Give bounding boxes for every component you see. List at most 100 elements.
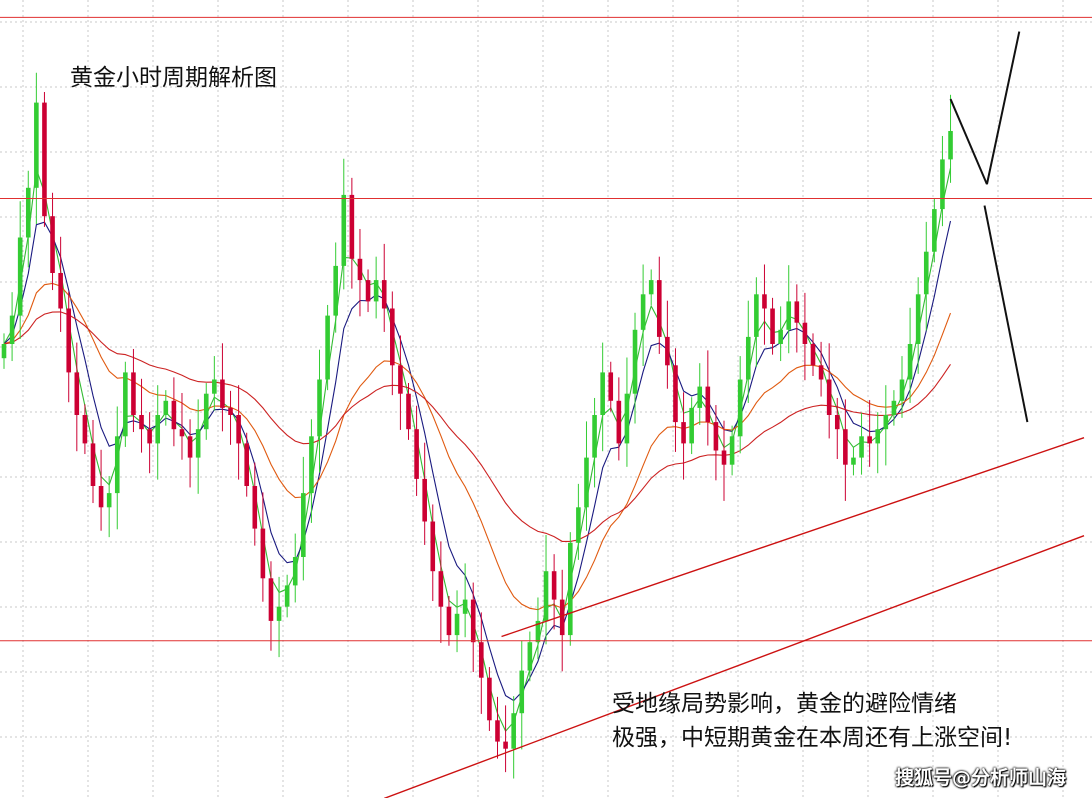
candlestick bbox=[632, 312, 638, 424]
candlestick bbox=[495, 696, 500, 759]
candlestick bbox=[454, 590, 460, 653]
candle-body bbox=[948, 131, 953, 160]
candle-body bbox=[640, 294, 646, 330]
candle-body bbox=[42, 102, 47, 217]
candle-body bbox=[843, 429, 848, 465]
moving-averages bbox=[3, 167, 952, 733]
candle-body bbox=[851, 457, 856, 465]
candlestick bbox=[923, 221, 929, 331]
candle-body bbox=[818, 365, 824, 380]
candle-body bbox=[333, 265, 338, 316]
candle-body bbox=[284, 585, 290, 607]
candle-body bbox=[203, 393, 209, 430]
candle-body bbox=[940, 159, 945, 210]
candle-body bbox=[883, 415, 889, 430]
candlestick bbox=[851, 446, 856, 476]
candle-body bbox=[187, 436, 193, 458]
candlestick bbox=[640, 264, 646, 367]
candle-body bbox=[737, 379, 743, 437]
candle-body bbox=[292, 557, 298, 586]
candlestick bbox=[559, 569, 565, 672]
candlestick bbox=[414, 405, 419, 496]
candle-body bbox=[220, 379, 225, 408]
candlestick bbox=[34, 72, 39, 225]
candle-body bbox=[147, 429, 152, 444]
candle-body bbox=[559, 599, 565, 636]
candle-body bbox=[810, 344, 816, 366]
chart-title: 黄金小时周期解析图 bbox=[70, 65, 277, 91]
candle-body bbox=[600, 372, 605, 415]
candlestick bbox=[163, 390, 169, 426]
trend-line bbox=[383, 535, 1085, 798]
candle-body bbox=[422, 478, 427, 522]
candle-body bbox=[131, 372, 136, 415]
candlestick bbox=[462, 563, 468, 638]
candle-body bbox=[656, 280, 662, 337]
candlestick bbox=[576, 483, 581, 560]
candlestick bbox=[487, 667, 492, 731]
candlestick bbox=[745, 300, 751, 403]
candle-body bbox=[495, 720, 500, 742]
candlestick bbox=[665, 300, 670, 389]
candle-body bbox=[325, 315, 330, 380]
candle-body bbox=[25, 187, 31, 238]
candlestick bbox=[446, 596, 452, 646]
candlestick bbox=[357, 228, 363, 317]
candlestick bbox=[479, 612, 484, 714]
candlestick bbox=[875, 412, 881, 474]
moving-average-ma_fast bbox=[3, 167, 952, 733]
candle-body bbox=[114, 436, 120, 494]
candlestick bbox=[365, 269, 371, 313]
candlestick bbox=[114, 406, 120, 530]
candlestick bbox=[98, 449, 104, 531]
candle-body bbox=[576, 507, 581, 543]
candlestick bbox=[770, 297, 775, 355]
candle-body bbox=[357, 258, 363, 281]
candlestick bbox=[721, 420, 727, 501]
candle-body bbox=[195, 429, 201, 458]
candle-body bbox=[171, 400, 177, 430]
candle-body bbox=[778, 329, 783, 344]
candlestick bbox=[252, 462, 258, 546]
candlestick bbox=[9, 292, 15, 362]
candle-body bbox=[665, 336, 670, 366]
candlestick bbox=[228, 390, 233, 445]
candlestick bbox=[948, 94, 953, 183]
candlestick bbox=[786, 265, 792, 354]
annotation-line-1: 受地缘局势影响，黄金的避险情绪 bbox=[612, 691, 957, 717]
trend-lines bbox=[383, 437, 1085, 798]
watermark: 搜狐号@分析师山海 bbox=[894, 767, 1066, 789]
candlestick bbox=[713, 405, 719, 481]
candle-body bbox=[90, 443, 96, 486]
projection-line bbox=[985, 31, 1021, 185]
candle-body bbox=[705, 386, 711, 423]
candlestick bbox=[438, 541, 444, 643]
candle-body bbox=[276, 606, 282, 621]
candlestick bbox=[810, 333, 816, 376]
candlestick bbox=[212, 356, 217, 411]
candlestick bbox=[802, 292, 808, 381]
candle-body bbox=[106, 493, 112, 508]
candlestick bbox=[422, 442, 427, 545]
candle-body bbox=[616, 400, 622, 444]
candlestick bbox=[535, 597, 541, 660]
candlestick bbox=[268, 561, 274, 651]
projection-arrows bbox=[949, 31, 1029, 423]
candlestick bbox=[179, 392, 185, 460]
candle-body bbox=[349, 194, 355, 259]
candle-body bbox=[317, 379, 322, 437]
candlestick bbox=[292, 533, 298, 603]
candle-body bbox=[236, 415, 241, 444]
candlestick bbox=[737, 356, 743, 454]
candle-body bbox=[9, 315, 15, 344]
candle-body bbox=[907, 344, 913, 380]
candlestick bbox=[430, 504, 436, 602]
candlestick bbox=[349, 177, 355, 289]
candlestick bbox=[932, 198, 937, 263]
candlestick bbox=[843, 399, 848, 501]
candle-body bbox=[301, 493, 306, 557]
candlestick bbox=[398, 335, 403, 430]
candle-body bbox=[689, 407, 694, 444]
